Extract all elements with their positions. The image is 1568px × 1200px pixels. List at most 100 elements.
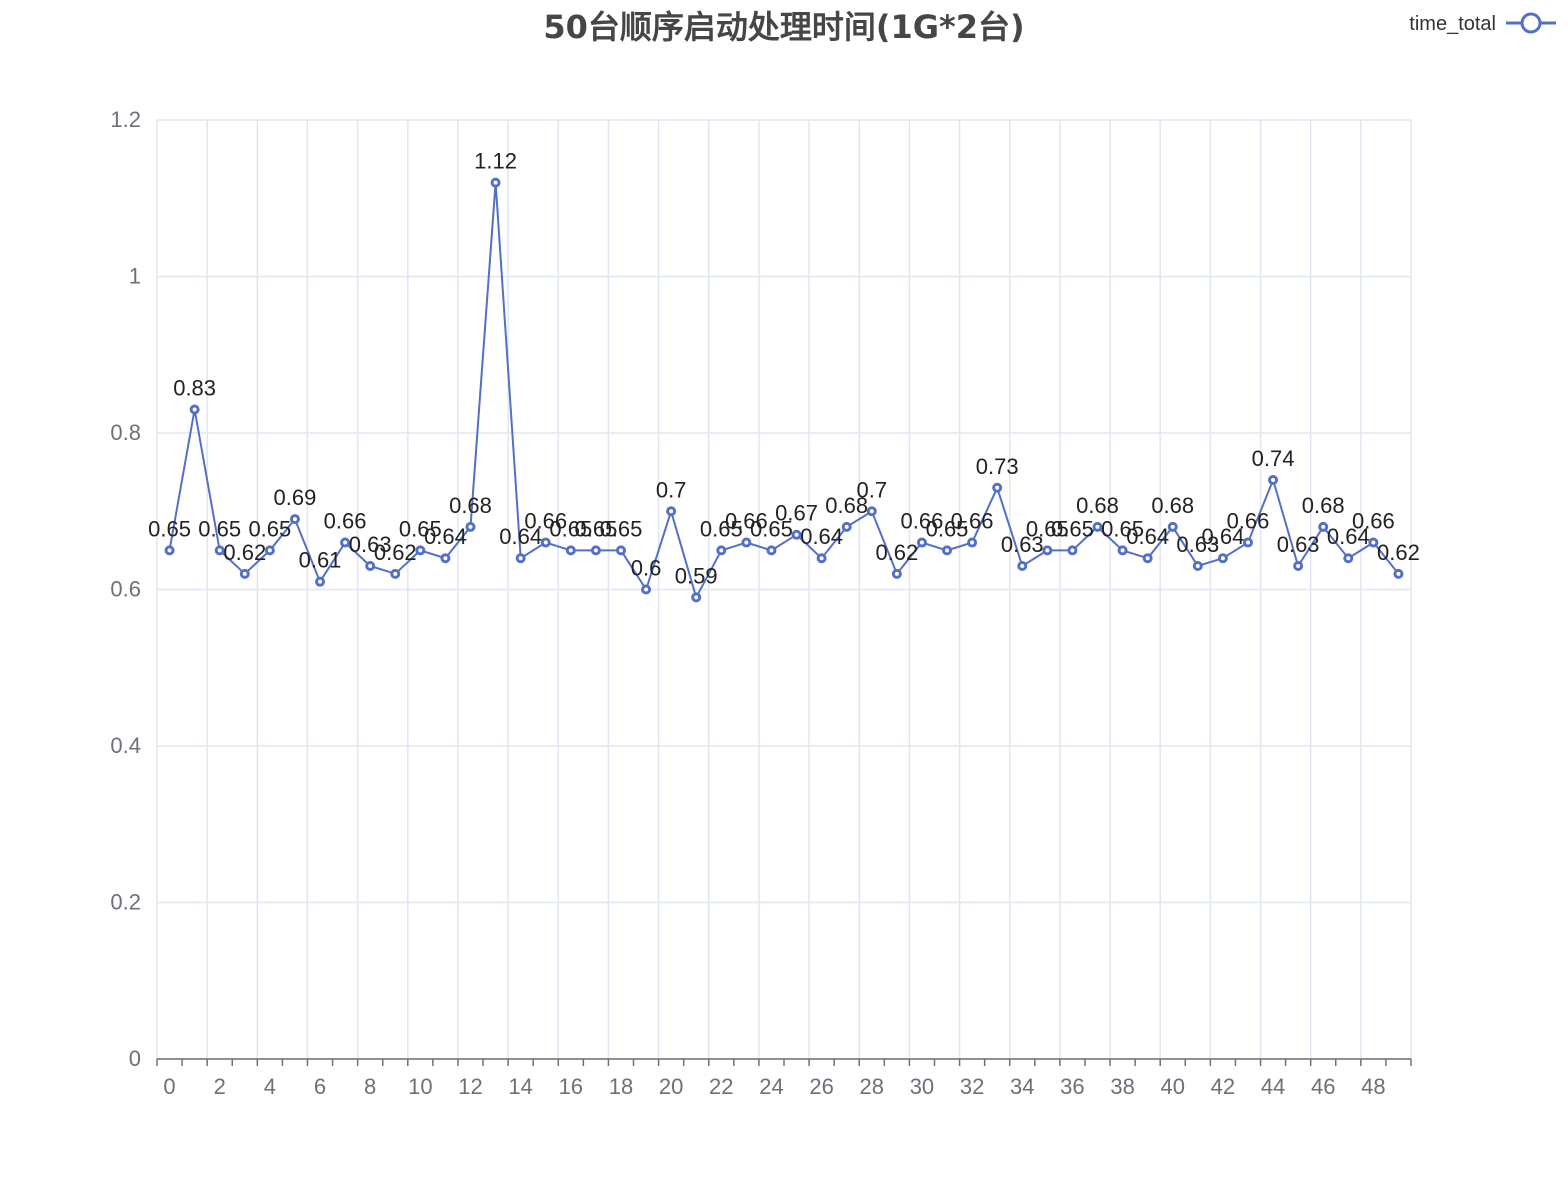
data-point[interactable] [239,568,250,579]
data-point[interactable] [992,482,1003,493]
data-point[interactable] [340,537,351,548]
x-tick-label: 12 [458,1074,482,1099]
data-point[interactable] [540,537,551,548]
x-tick-label: 2 [214,1074,226,1099]
x-tick-label: 20 [659,1074,683,1099]
data-point[interactable] [766,545,777,556]
data-point[interactable] [1142,553,1153,564]
y-tick-label: 0 [129,1046,141,1071]
data-point[interactable] [791,529,802,540]
y-tick-label: 0.4 [110,733,141,758]
data-label: 0.65 [1026,516,1069,541]
data-point[interactable] [415,545,426,556]
x-tick-label: 30 [910,1074,934,1099]
grid [156,119,1412,1060]
data-point[interactable] [666,506,677,517]
data-point[interactable] [164,545,175,556]
data-label: 0.64 [800,524,843,549]
data-point[interactable] [440,553,451,564]
data-point[interactable] [1393,568,1404,579]
data-label: 0.68 [1302,493,1345,518]
data-label: 0.65 [600,516,643,541]
data-point[interactable] [641,584,652,595]
data-point[interactable] [916,537,927,548]
data-point[interactable] [565,545,576,556]
data-point[interactable] [214,545,225,556]
data-label: 0.62 [875,540,918,565]
data-label: 1.12 [474,149,517,174]
x-tick-label: 24 [759,1074,783,1099]
data-point[interactable] [1067,545,1078,556]
data-point[interactable] [691,592,702,603]
data-label: 0.69 [274,485,317,510]
data-label: 0.63 [1277,532,1320,557]
data-point[interactable] [289,514,300,525]
x-tick-label: 4 [264,1074,276,1099]
data-point[interactable] [1268,474,1279,485]
data-point[interactable] [942,545,953,556]
data-point[interactable] [1017,561,1028,572]
legend[interactable]: time_total [1409,12,1556,35]
data-label: 0.73 [976,454,1019,479]
data-point[interactable] [1318,521,1329,532]
data-point[interactable] [816,553,827,564]
x-tick-label: 36 [1060,1074,1084,1099]
data-point[interactable] [1293,561,1304,572]
data-label: 0.59 [675,563,718,588]
data-label: 0.66 [901,509,944,534]
x-tick-label: 32 [960,1074,984,1099]
data-point[interactable] [1217,553,1228,564]
data-point[interactable] [841,521,852,532]
data-point[interactable] [189,404,200,415]
data-point[interactable] [1368,537,1379,548]
x-tick-label: 44 [1261,1074,1285,1099]
data-point[interactable] [390,568,401,579]
data-label: 0.65 [248,516,291,541]
data-point[interactable] [891,568,902,579]
data-label: 0.65 [750,516,793,541]
x-tick-label: 14 [508,1074,532,1099]
x-tick-label: 40 [1160,1074,1184,1099]
data-labels: 0.650.830.650.620.650.690.610.660.630.62… [148,149,1420,589]
data-point[interactable] [264,545,275,556]
data-point[interactable] [1242,537,1253,548]
x-tick-label: 0 [163,1074,175,1099]
legend-marker [1520,12,1542,34]
data-point[interactable] [515,553,526,564]
data-label: 0.68 [825,493,868,518]
data-point[interactable] [590,545,601,556]
axes: 00.20.40.60.811.20 2 4 6 8 10 12 14 16 18 20 22 24 26… [110,107,1412,1099]
data-point[interactable] [465,521,476,532]
data-point[interactable] [490,177,501,188]
data-point[interactable] [741,537,752,548]
data-point[interactable] [866,506,877,517]
legend-label: time_total [1409,13,1496,35]
x-tick-label: 6 [314,1074,326,1099]
data-point[interactable] [1192,561,1203,572]
data-point[interactable] [365,561,376,572]
data-point[interactable] [615,545,626,556]
y-tick-label: 0.8 [110,420,141,445]
data-label: 0.66 [951,509,994,534]
data-label: 0.66 [524,509,567,534]
data-point[interactable] [315,576,326,587]
data-point[interactable] [716,545,727,556]
data-point[interactable] [967,537,978,548]
data-label: 0.65 [148,516,191,541]
data-point[interactable] [1167,521,1178,532]
data-point[interactable] [1092,521,1103,532]
data-label: 0.64 [499,524,542,549]
x-tick-label: 8 [364,1074,376,1099]
data-label: 0.65 [700,516,743,541]
x-tick-label: 10 [408,1074,432,1099]
data-point[interactable] [1042,545,1053,556]
data-label: 0.63 [1176,532,1219,557]
data-point[interactable] [1343,553,1354,564]
data-label: 0.65 [1101,516,1144,541]
data-label: 0.7 [856,477,887,502]
data-label: 0.65 [198,516,241,541]
data-point[interactable] [1117,545,1128,556]
x-tick-label: 42 [1211,1074,1235,1099]
data-label: 0.62 [223,540,266,565]
